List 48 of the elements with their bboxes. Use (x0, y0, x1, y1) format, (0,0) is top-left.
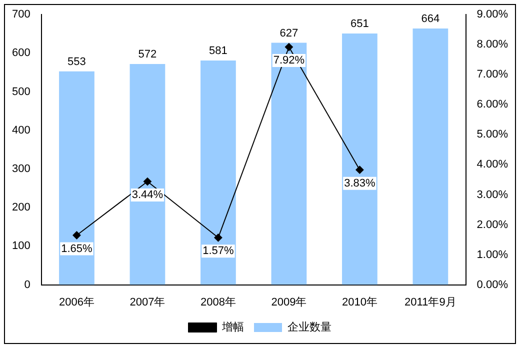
bar (342, 34, 378, 285)
y-tick-label: 200 (12, 202, 30, 214)
y2-tick-label: 0.00% (476, 278, 508, 291)
data-label: 581 (209, 45, 228, 58)
point (214, 234, 222, 242)
bar (271, 42, 307, 285)
data-label: 572 (138, 48, 157, 61)
point (143, 178, 152, 186)
y2-tick-label: 9.00% (476, 8, 508, 21)
data-label: 553 (68, 56, 86, 68)
bar (130, 64, 166, 285)
legend-label: 增幅 (221, 322, 244, 334)
y2-tick-label: 2.00% (476, 218, 508, 231)
x-tick-label: 2011年9月 (404, 296, 456, 308)
y-tick-label: 0 (24, 278, 30, 291)
data-label: 1.57% (202, 245, 234, 258)
y2-tick-label: 3.00% (476, 188, 508, 201)
y-tick-label: 300 (12, 163, 30, 176)
data-label: 3.44% (132, 189, 164, 202)
data-label: 627 (280, 27, 298, 40)
y2-tick-label: 8.00% (476, 38, 508, 51)
point (72, 231, 81, 240)
x-tick-label: 2006年 (58, 296, 94, 308)
y2-tick-label: 4.00% (476, 158, 508, 171)
data-label: 7.92% (273, 54, 305, 67)
y-tick-label: 100 (12, 240, 30, 252)
y-tick-label: 700 (12, 8, 30, 21)
y-tick-label: 400 (12, 124, 30, 136)
y2-tick-label: 6.00% (476, 98, 508, 111)
bar (200, 60, 236, 285)
legend-label: 企业数量 (288, 320, 332, 334)
point (356, 166, 364, 174)
y2-tick-label: 1.00% (476, 248, 508, 261)
data-label: 3.83% (344, 177, 376, 190)
y2-tick-label: 5.00% (476, 128, 508, 141)
y2-tick-label: 7.00% (476, 68, 508, 81)
x-tick-label: 2007年 (130, 296, 166, 308)
point (284, 43, 293, 52)
x-tick-label: 2008年 (200, 296, 236, 308)
y-tick-label: 600 (12, 47, 30, 60)
data-label: 1.65% (61, 242, 93, 255)
y-tick-label: 500 (12, 86, 30, 98)
data-label: 664 (421, 13, 440, 26)
bar (59, 71, 94, 285)
x-tick-label: 2010年 (342, 296, 378, 308)
bar (412, 28, 448, 285)
data-label: 651 (350, 18, 369, 30)
x-tick-label: 2009年 (271, 296, 307, 308)
